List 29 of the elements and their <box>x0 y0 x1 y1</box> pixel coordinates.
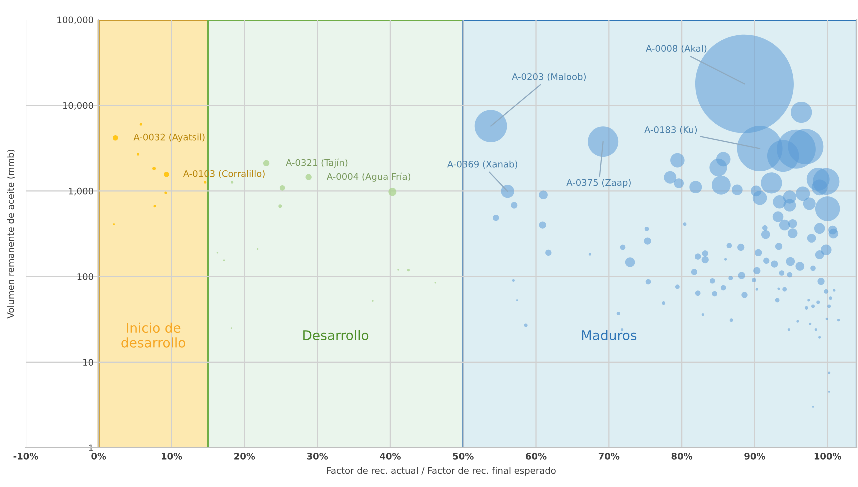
y-tick-label: 10 <box>84 359 94 366</box>
annotation: A-0008 (Akal) <box>646 45 707 54</box>
x-tick-label: 90% <box>744 453 766 460</box>
x-tick-label: 100% <box>814 453 842 460</box>
annotation: A-0321 (Tajín) <box>286 158 348 168</box>
x-tick-label: 40% <box>380 453 401 460</box>
x-tick-label: 70% <box>598 453 620 460</box>
band-label: Inicio de desarrollo <box>122 322 186 348</box>
x-tick-label: 60% <box>526 453 547 460</box>
annotation: A-0004 (Agua Fría) <box>326 172 411 182</box>
y-tick-label: 100 <box>78 274 94 280</box>
band-label: Desarrollo <box>304 330 369 340</box>
x-tick-label: 10% <box>162 453 182 460</box>
x-tick-label: 0% <box>92 453 106 460</box>
y-tick-label: 100,000 <box>58 16 94 24</box>
y-tick-label: 10,000 <box>63 102 94 110</box>
band-label: Maduros <box>582 330 637 340</box>
x-tick-label: 80% <box>672 453 693 460</box>
x-tick-label: -10% <box>14 453 38 460</box>
annotation: A-0203 (Maloob) <box>512 73 586 82</box>
annotation: A-0032 (Ayatsil) <box>134 134 205 142</box>
x-tick-label: 20% <box>234 453 256 460</box>
y-axis-title: Volumen remanente de aceite (mmb) <box>7 150 16 319</box>
y-tick-label: 1,000 <box>69 188 94 196</box>
x-tick-label: 50% <box>453 453 474 460</box>
x-tick-label: 30% <box>307 453 328 460</box>
x-axis-title: Factor de rec. actual / Factor de rec. final esperado <box>327 467 556 476</box>
annotation: A-0183 (Ku) <box>644 126 698 134</box>
annotation: A-0375 (Zaap) <box>566 179 631 188</box>
